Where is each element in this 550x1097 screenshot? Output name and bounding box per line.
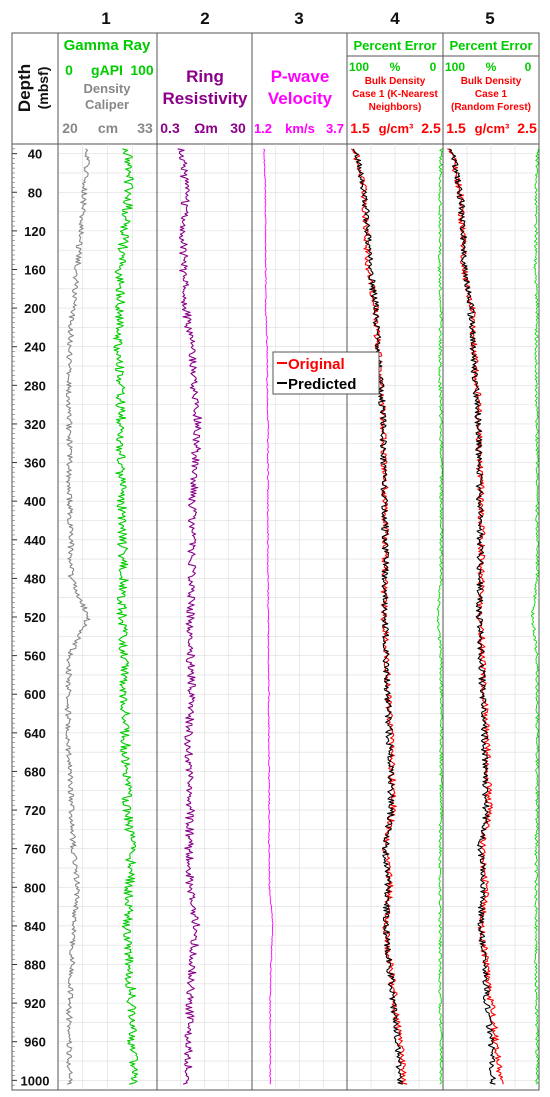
track-4-original-line — [351, 148, 408, 1085]
grid — [58, 144, 539, 1090]
depth-tick-label: 960 — [24, 1035, 46, 1050]
t4-error-title: Percent Error — [353, 38, 436, 53]
caliper-title-line1: Density — [84, 81, 132, 96]
depth-axis-unit: (mbsf) — [35, 67, 51, 110]
t4-bd-unit: g/cm³ — [379, 121, 414, 136]
t4-error-max: 0 — [430, 60, 437, 74]
depth-tick-label: 720 — [24, 803, 46, 818]
velocity-title-line2: Velocity — [268, 89, 333, 108]
resistivity-min: 0.3 — [160, 120, 180, 136]
track-5-percent-error-line — [530, 148, 539, 1085]
depth-tick-label: 1000 — [21, 1073, 50, 1088]
depth-tick-label: 800 — [24, 880, 46, 895]
depth-tick-label: 440 — [24, 533, 46, 548]
t4-error-min: 100 — [349, 60, 369, 74]
depth-tick-label: 360 — [24, 456, 46, 471]
t5-error-title: Percent Error — [449, 38, 532, 53]
track-4-percent-error-line — [436, 148, 443, 1085]
velocity-unit: km/s — [285, 121, 315, 136]
caliper-unit: cm — [98, 120, 118, 136]
track-5-predicted-line — [448, 148, 496, 1085]
depth-tick-label: 280 — [24, 378, 46, 393]
depth-tick-label: 840 — [24, 919, 46, 934]
track-number-1: 1 — [101, 9, 110, 28]
t5-bd-title-line3: (Random Forest) — [451, 102, 531, 113]
t5-bd-max: 2.5 — [517, 120, 537, 136]
depth-tick-label: 160 — [24, 262, 46, 277]
depth-tick-label: 640 — [24, 726, 46, 741]
track-5-original-line — [447, 148, 504, 1085]
depth-tick-label: 680 — [24, 764, 46, 779]
track-number-5: 5 — [485, 9, 494, 28]
resistivity-max: 30 — [230, 120, 246, 136]
track-4-predicted-line — [352, 148, 403, 1085]
legend-predicted-label: Predicted — [288, 376, 356, 393]
depth-tick-label: 520 — [24, 610, 46, 625]
depth-tick-label: 560 — [24, 649, 46, 664]
gamma-ray-title: Gamma Ray — [64, 37, 151, 54]
t5-bd-title-line1: Bulk Density — [461, 76, 522, 87]
velocity-max: 3.7 — [326, 121, 344, 136]
depth-tick-label: 40 — [28, 147, 42, 162]
t5-error-unit: % — [486, 60, 497, 74]
track-1-gamma-ray-line — [113, 148, 139, 1085]
gamma-ray-unit: gAPI — [91, 62, 123, 78]
t5-error-min: 100 — [445, 60, 465, 74]
t4-bd-title-line2: Case 1 (K-Nearest — [352, 89, 438, 100]
caliper-max: 33 — [137, 120, 153, 136]
depth-tick-label: 120 — [24, 224, 46, 239]
legend-box — [272, 351, 380, 395]
track-number-4: 4 — [390, 9, 400, 28]
track-1-density-caliper-line — [64, 148, 91, 1085]
gamma-ray-max: 100 — [130, 62, 154, 78]
t5-error-max: 0 — [525, 60, 532, 74]
velocity-min: 1.2 — [254, 121, 272, 136]
track-number-2: 2 — [200, 9, 209, 28]
track-number-3: 3 — [294, 9, 303, 28]
t4-bd-title-line1: Bulk Density — [365, 76, 426, 87]
t5-bd-title-line2: Case 1 — [475, 89, 508, 100]
caliper-title-line2: Caliper — [85, 97, 129, 112]
gamma-ray-min: 0 — [65, 62, 73, 78]
depth-tick-label: 80 — [28, 185, 42, 200]
t4-bd-min: 1.5 — [350, 120, 370, 136]
resistivity-title-line2: Resistivity — [162, 89, 248, 108]
t4-bd-title-line3: Neighbors) — [369, 102, 422, 113]
t4-bd-max: 2.5 — [421, 120, 441, 136]
depth-axis-title: Depth — [15, 64, 34, 112]
track-2-ring-resistivity-line — [177, 148, 203, 1085]
depth-tick-label: 400 — [24, 494, 46, 509]
resistivity-unit: Ωm — [194, 120, 218, 136]
depth-tick-label: 600 — [24, 687, 46, 702]
track-3-p-wave-velocity-line — [263, 148, 274, 1085]
resistivity-title-line1: Ring — [186, 67, 224, 86]
caliper-min: 20 — [62, 120, 78, 136]
t4-error-unit: % — [390, 60, 401, 74]
plot-area: 40 80 120 160 200 240 280 320 360 400 440 480 520 560… — [11, 143, 540, 1091]
depth-tick-label: 480 — [24, 571, 46, 586]
depth-tick-label: 240 — [24, 340, 46, 355]
depth-tick-label: 880 — [24, 958, 46, 973]
legend: Original Predicted — [272, 351, 380, 395]
depth-tick-label: 760 — [24, 842, 46, 857]
depth-tick-label: 320 — [24, 417, 46, 432]
t5-bd-unit: g/cm³ — [475, 121, 510, 136]
velocity-title-line1: P-wave — [271, 67, 330, 86]
legend-original-label: Original — [288, 356, 345, 373]
depth-tick-label: 920 — [24, 996, 46, 1011]
t5-bd-min: 1.5 — [446, 120, 466, 136]
depth-tick-label: 200 — [24, 301, 46, 316]
